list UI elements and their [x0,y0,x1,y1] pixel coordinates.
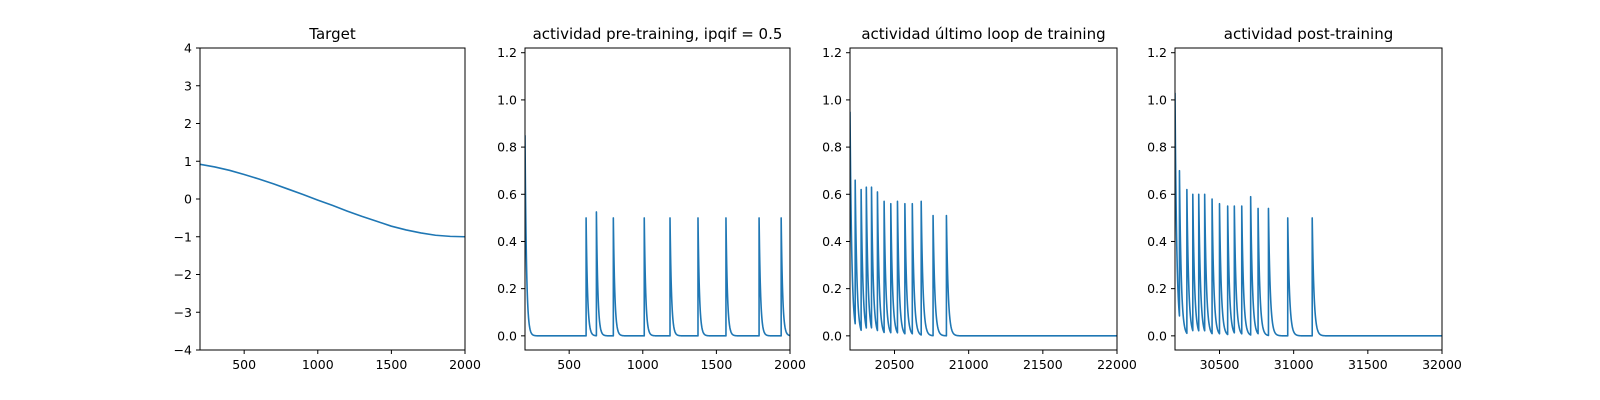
subplot-title: Target [308,25,356,43]
y-tick-label: 0.6 [1147,187,1167,202]
y-tick-label: 1.0 [1147,92,1167,107]
x-tick-label: 500 [232,357,256,372]
x-tick-label: 2000 [774,357,806,372]
y-tick-label: 0.4 [497,234,517,249]
y-tick-label: 0.8 [497,140,517,155]
y-tick-label: 1.0 [822,92,842,107]
subplot-4: actividad post-training 30500 31000 31500 32… [1147,25,1462,372]
x-tick-label: 31000 [1274,357,1314,372]
axes-frame [1174,47,1443,351]
subplot-title: actividad pre-training, ipqif = 0.5 [533,25,783,43]
y-tick-label: 0.2 [822,281,842,296]
y-tick-label: 0.2 [1147,281,1167,296]
y-tick-label: 0.0 [1147,328,1167,343]
series-line [850,111,1117,337]
x-tick-label: 20500 [875,357,915,372]
x-tick-label: 30500 [1200,357,1240,372]
x-tick-label: 31500 [1348,357,1388,372]
y-tick-label: 0.4 [822,234,842,249]
y-tick-label: 0.6 [497,187,517,202]
y-tick-label: −4 [174,343,192,358]
y-tick-label: 0.2 [497,281,517,296]
y-tick-label: 0 [184,192,192,207]
x-tick-label: 21000 [949,357,989,372]
y-tick-label: −3 [174,305,192,320]
subplot-title: actividad post-training [1224,25,1393,43]
y-tick-label: 1.0 [497,92,517,107]
x-tick-label: 1500 [700,357,732,372]
x-tick-label: 22000 [1097,357,1137,372]
y-tick-label: 4 [184,41,192,56]
axes-frame [199,47,466,351]
x-tick-label: 1000 [302,357,334,372]
y-tick-label: −2 [174,267,192,282]
y-tick-label: 1.2 [497,45,517,60]
axes-frame [849,47,1118,351]
axes-frame [524,47,791,351]
x-tick-label: 500 [557,357,581,372]
y-tick-label: 0.0 [497,328,517,343]
y-tick-label: 1.2 [1147,45,1167,60]
y-tick-label: −1 [174,229,192,244]
x-tick-label: 2000 [449,357,481,372]
y-tick-label: 0.0 [822,328,842,343]
series-line [1175,92,1442,337]
y-tick-label: 0.4 [1147,234,1167,249]
y-tick-label: 2 [184,116,192,131]
y-tick-label: 1 [184,154,192,169]
x-tick-label: 21500 [1023,357,1063,372]
y-tick-label: 0.6 [822,187,842,202]
subplot-title: actividad último loop de training [861,25,1105,43]
y-tick-label: 1.2 [822,45,842,60]
y-tick-label: 3 [184,78,192,93]
x-tick-label: 1500 [375,357,407,372]
x-tick-label: 1000 [627,357,659,372]
subplot-1: Target 500 1000 1500 2000 −4 −3 −2 −1 0 1 2 3 4 [174,25,481,372]
y-tick-label: 0.8 [1147,140,1167,155]
y-tick-label: 0.8 [822,140,842,155]
subplot-3: actividad último loop de training 20500 21… [822,25,1137,372]
series-line [525,135,790,337]
series-line [200,163,465,238]
subplot-2: actividad pre-training, ipqif = 0.5 500 10… [497,25,806,372]
x-tick-label: 32000 [1422,357,1462,372]
